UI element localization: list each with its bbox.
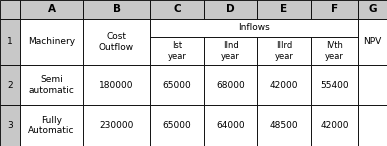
Bar — [204, 105, 257, 146]
Text: Fully
Automatic: Fully Automatic — [28, 116, 75, 135]
Text: NPV: NPV — [363, 38, 382, 46]
Bar — [20, 105, 83, 146]
Bar — [358, 0, 387, 19]
Bar — [150, 37, 204, 65]
Bar — [204, 65, 257, 105]
Bar — [20, 65, 83, 105]
Text: IIIrd
year: IIIrd year — [274, 41, 293, 61]
Text: A: A — [48, 5, 55, 14]
Bar — [150, 0, 204, 19]
Bar — [150, 105, 204, 146]
Bar — [311, 37, 358, 65]
Bar — [83, 0, 150, 19]
Text: Semi
automatic: Semi automatic — [29, 75, 74, 95]
Text: 1: 1 — [7, 38, 13, 46]
Bar — [83, 19, 150, 65]
Text: Machinery: Machinery — [28, 38, 75, 46]
Bar — [358, 105, 387, 146]
Text: C: C — [173, 5, 181, 14]
Text: 3: 3 — [7, 121, 13, 130]
Text: D: D — [226, 5, 235, 14]
Bar — [204, 0, 257, 19]
Text: E: E — [281, 5, 288, 14]
Text: 2: 2 — [7, 80, 13, 89]
Bar — [83, 65, 150, 105]
Bar — [0, 105, 20, 146]
Bar — [150, 65, 204, 105]
Bar — [358, 19, 387, 65]
Bar — [311, 105, 358, 146]
Bar — [0, 65, 20, 105]
Text: IVth
year: IVth year — [325, 41, 344, 61]
Bar — [0, 0, 20, 19]
Bar — [204, 37, 257, 65]
Bar — [257, 105, 311, 146]
Text: 64000: 64000 — [216, 121, 245, 130]
Bar — [311, 0, 358, 19]
Text: 48500: 48500 — [270, 121, 298, 130]
Bar — [358, 65, 387, 105]
Bar — [311, 65, 358, 105]
Bar — [150, 19, 358, 37]
Text: IInd
year: IInd year — [221, 41, 240, 61]
Bar — [257, 65, 311, 105]
Text: Ist
year: Ist year — [168, 41, 187, 61]
Bar — [257, 0, 311, 19]
Text: 65000: 65000 — [163, 121, 192, 130]
Text: 42000: 42000 — [270, 80, 298, 89]
Text: F: F — [331, 5, 338, 14]
Text: 55400: 55400 — [320, 80, 349, 89]
Bar — [20, 19, 83, 65]
Text: 230000: 230000 — [99, 121, 134, 130]
Text: Cost
Outflow: Cost Outflow — [99, 32, 134, 52]
Text: B: B — [113, 5, 120, 14]
Text: G: G — [368, 5, 377, 14]
Text: 65000: 65000 — [163, 80, 192, 89]
Text: 180000: 180000 — [99, 80, 134, 89]
Bar — [0, 19, 20, 65]
Text: 68000: 68000 — [216, 80, 245, 89]
Text: Inflows: Inflows — [238, 24, 270, 33]
Text: 42000: 42000 — [320, 121, 349, 130]
Bar — [20, 0, 83, 19]
Bar — [83, 105, 150, 146]
Bar — [257, 37, 311, 65]
